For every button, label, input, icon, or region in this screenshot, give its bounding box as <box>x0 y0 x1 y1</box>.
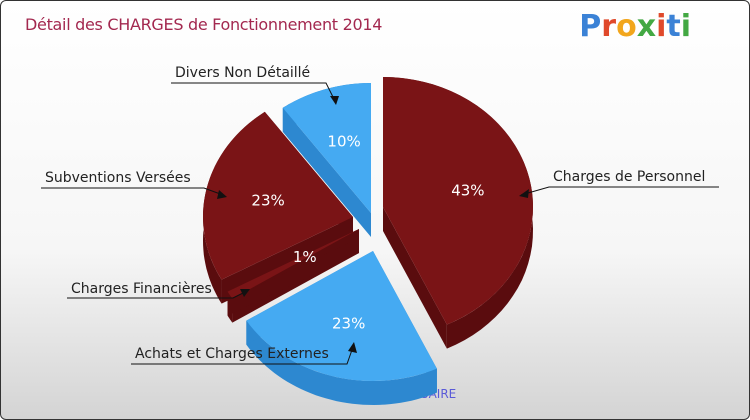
leader-arrow-charges-financieres <box>240 289 250 297</box>
pie-slice-wall-charges-de-personnel <box>383 207 447 349</box>
legend-label-charges-financieres: Charges Financières <box>71 281 212 297</box>
logo-letter: o <box>616 9 637 44</box>
leader-line-divers-non-detaille <box>171 82 336 102</box>
chart-title: Détail des CHARGES de Fonctionnement 201… <box>25 15 383 34</box>
logo-letter: t <box>666 9 681 44</box>
leader-line-subventions-versees <box>41 187 224 196</box>
pie-tops <box>202 77 533 381</box>
logo-letter: x <box>636 9 657 44</box>
legend-label-divers-non-detaille: Divers Non Détaillé <box>175 65 310 81</box>
pie-slice-wall-divers-non-detaille <box>282 107 371 237</box>
legend-label-achats-et-charges-externes: Achats et Charges Externes <box>135 346 329 362</box>
pie-percent-labels: 43% 23% 1% 23% 10% <box>251 132 484 332</box>
pie-percent-charges-de-personnel: 43% <box>451 182 484 200</box>
pie-percent-subventions-versees: 23% <box>251 192 284 210</box>
leader-line-achats-et-charges-externes <box>131 346 354 365</box>
pie-slice-charges-financieres <box>227 229 359 299</box>
leader-arrow-subventions-versees <box>217 190 227 199</box>
logo-letter: P <box>579 9 602 44</box>
leader-arrow-divers-non-detaille <box>330 96 339 105</box>
logo-letter: i <box>656 9 667 44</box>
logo-letter: r <box>601 9 617 44</box>
leader-line-charges-de-personnel <box>520 186 719 196</box>
legend-label-subventions-versees: Subventions Versées <box>45 170 191 186</box>
pie-percent-achats-et-charges-externes: 23% <box>332 314 365 332</box>
pie-slice-side-achats-et-charges-externes <box>246 320 437 405</box>
pie-percent-charges-financieres: 1% <box>293 248 317 266</box>
pie-percent-divers-non-detaille: 10% <box>327 132 360 150</box>
leader-arrow-charges-de-personnel <box>519 189 529 198</box>
pie-slice-achats-et-charges-externes <box>246 251 437 381</box>
leader-arrow-achats-et-charges-externes <box>348 342 357 353</box>
logo-letter: i <box>680 9 691 44</box>
pie-slice-charges-de-personnel <box>383 77 533 325</box>
proxiti-logo: Proxiti <box>579 9 691 44</box>
pie-slice-subventions-versees <box>202 111 353 280</box>
legend-label-charges-de-personnel: Charges de Personnel <box>553 169 705 185</box>
pie-slice-divers-non-detaille <box>282 83 371 213</box>
